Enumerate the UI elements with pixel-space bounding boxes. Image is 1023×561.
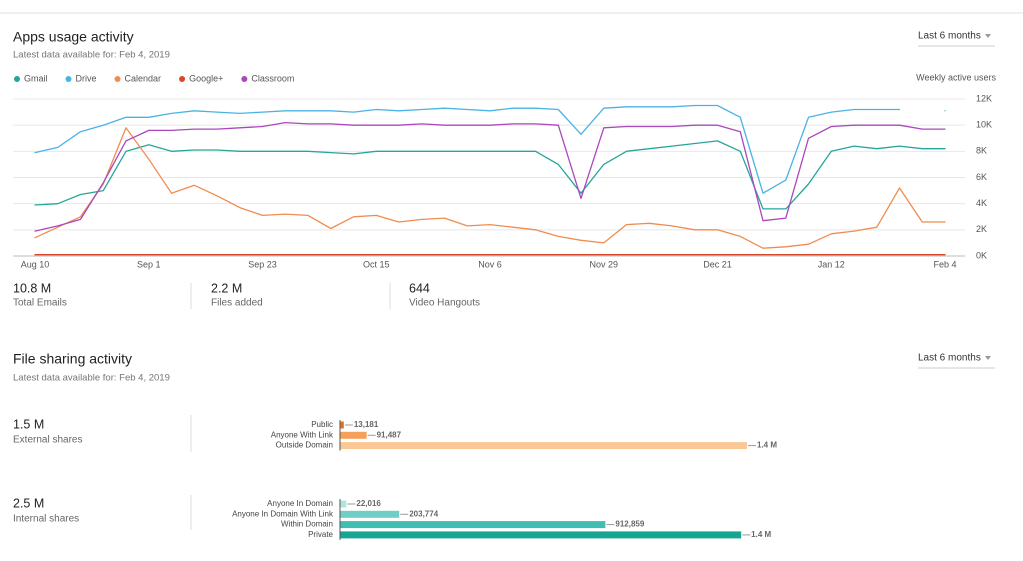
x-tick-label: Aug 10 <box>21 259 50 269</box>
legend-swatch <box>179 76 186 82</box>
legend-swatch <box>114 76 121 82</box>
y-tick-label: 0K <box>976 250 987 260</box>
bar-category: Private <box>308 530 333 539</box>
series-line <box>34 140 946 210</box>
legend-label: Google+ <box>189 73 223 83</box>
x-tick-label: Sep 1 <box>137 259 161 269</box>
group-label: Internal shares <box>13 514 79 525</box>
section-subtitle: Latest data available for: Feb 4, 2019 <box>13 373 170 384</box>
stat-value: 644 <box>409 281 430 295</box>
series-line <box>34 121 946 232</box>
y-tick-label: 8K <box>976 146 987 156</box>
bar <box>340 531 742 539</box>
x-tick-label: Oct 15 <box>363 259 390 269</box>
bar <box>340 510 400 518</box>
bar-category: Outside Domain <box>276 441 333 450</box>
x-tick-label: Dec 21 <box>703 259 732 269</box>
bar-value-label: 13,181 <box>354 420 379 429</box>
bar <box>340 500 347 508</box>
legend-swatch <box>241 76 248 82</box>
stat-label: Files added <box>211 298 263 309</box>
series-line <box>34 127 946 249</box>
legend-swatch <box>14 76 20 82</box>
legend-label: Gmail <box>24 73 48 83</box>
bar-value-label: 1.4 M <box>751 530 771 539</box>
bar-category: Anyone In Domain <box>267 499 333 508</box>
section-subtitle: Latest data available for: Feb 4, 2019 <box>13 50 170 61</box>
bar-value-label: 22,016 <box>356 499 381 508</box>
bar-category: Within Domain <box>281 520 333 529</box>
y-tick-label: 6K <box>976 172 987 182</box>
y-tick-label: 10K <box>976 120 992 130</box>
group-total: 1.5 M <box>13 417 44 431</box>
group-total: 2.5 M <box>13 496 44 510</box>
x-tick-label: Sep 23 <box>248 259 277 269</box>
bar-value-label: 91,487 <box>377 430 402 439</box>
legend-label: Classroom <box>251 73 294 83</box>
range-dropdown[interactable]: Last 6 months <box>918 31 995 47</box>
legend-swatch <box>65 76 72 82</box>
y-axis-label: Weekly active users <box>916 72 996 82</box>
group-label: External shares <box>13 435 82 446</box>
stat-label: Video Hangouts <box>409 298 480 309</box>
legend-label: Calendar <box>125 73 162 83</box>
series-line <box>34 104 946 194</box>
stat-value: 10.8 M <box>13 281 51 295</box>
bar-value-label: 203,774 <box>409 509 438 518</box>
legend-label: Drive <box>76 73 97 83</box>
bar <box>340 442 747 450</box>
dropdown-arrow[interactable] <box>985 356 991 360</box>
dropdown-label[interactable]: Last 6 months <box>918 353 981 364</box>
stat-label: Total Emails <box>13 298 67 309</box>
range-dropdown[interactable]: Last 6 months <box>918 353 995 369</box>
bar-category: Anyone In Domain With Link <box>232 509 334 518</box>
dropdown-label[interactable]: Last 6 months <box>918 31 981 42</box>
y-tick-label: 2K <box>976 224 987 234</box>
x-tick-label: Nov 6 <box>478 259 502 269</box>
bar-category: Anyone With Link <box>271 430 334 439</box>
x-tick-label: Feb 4 <box>933 259 956 269</box>
y-tick-label: 12K <box>976 93 992 103</box>
stat-value: 2.2 M <box>211 281 242 295</box>
bar-value-label: 1.4 M <box>757 441 777 450</box>
y-tick-label: 4K <box>976 198 987 208</box>
x-tick-label: Nov 29 <box>589 259 618 269</box>
x-tick-label: Jan 12 <box>818 259 845 269</box>
section-title: File sharing activity <box>13 351 132 367</box>
dropdown-arrow[interactable] <box>985 34 991 38</box>
section-title: Apps usage activity <box>13 29 134 45</box>
bar-category: Public <box>311 420 333 429</box>
bar <box>340 431 367 439</box>
bar <box>340 521 606 529</box>
bar-value-label: 912,859 <box>615 520 644 529</box>
bar <box>340 421 344 429</box>
